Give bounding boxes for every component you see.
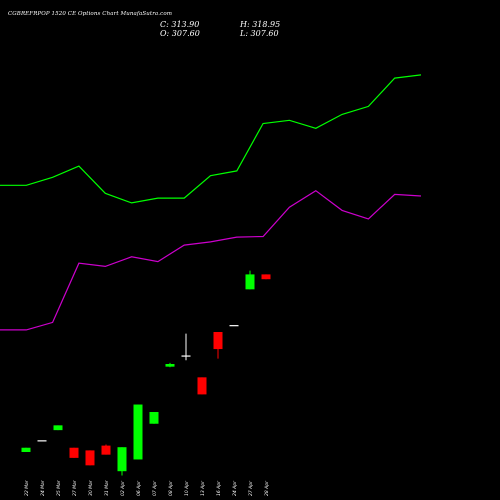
candle-body	[197, 377, 207, 395]
candle-7	[133, 404, 143, 460]
x-tick-label: 08 Apr	[168, 480, 174, 496]
candle-body	[69, 447, 79, 458]
candle-body	[117, 447, 127, 472]
x-tick-label: 30 Mar	[88, 479, 94, 496]
candle-body	[101, 445, 111, 455]
high-value: H: 318.95	[240, 20, 281, 29]
candle-body	[181, 355, 191, 357]
x-tick-label: 07 Apr	[152, 480, 158, 496]
candle-body	[261, 274, 271, 280]
candle-3	[69, 447, 79, 458]
candle-14	[245, 270, 255, 290]
x-tick-label: 06 Apr	[136, 480, 142, 496]
candle-9	[165, 362, 175, 368]
candle-body	[133, 404, 143, 460]
candle-body	[53, 425, 63, 431]
x-tick-label: 22 Mar	[24, 479, 30, 496]
chart-title: CGBREFRPOP 1520 CE Options Chart MunafaS…	[8, 11, 173, 17]
x-tick-label: 27 Apr	[248, 480, 254, 496]
candle-8	[149, 412, 159, 424]
candle-body	[21, 447, 31, 452]
low-value: L: 307.60	[240, 29, 279, 38]
candle-12	[213, 332, 223, 359]
candle-11	[197, 377, 207, 395]
candle-body	[245, 274, 255, 290]
x-tick-label: 31 Mar	[104, 479, 110, 496]
x-tick-label: 28 Apr	[264, 480, 270, 496]
candle-6	[117, 447, 127, 476]
band-line-1	[0, 189, 422, 331]
candle-15	[261, 274, 271, 280]
x-tick-label: 24 Mar	[40, 479, 46, 496]
candle-body	[213, 332, 223, 350]
open-value: O: 307.60	[160, 29, 200, 38]
band-line-0	[0, 74, 422, 204]
x-tick-label: 10 Apr	[184, 480, 190, 496]
x-tick-label: 16 Apr	[216, 480, 222, 496]
candle-body	[85, 450, 95, 466]
candle-5	[101, 444, 111, 455]
close-value: C: 313.90	[160, 20, 200, 29]
candle-body	[165, 364, 175, 367]
x-tick-label: 02 Apr	[120, 480, 126, 496]
candle-1	[37, 440, 47, 442]
candle-body	[149, 412, 159, 424]
candle-body	[229, 325, 239, 327]
candle-2	[53, 425, 63, 431]
candle-10	[181, 333, 191, 361]
candle-13	[229, 325, 239, 327]
x-tick-label: 27 Mar	[72, 479, 78, 496]
x-tick-label: 25 Mar	[56, 479, 62, 496]
candle-4	[85, 450, 95, 466]
candle-0	[21, 447, 31, 452]
x-tick-label: 13 Apr	[200, 480, 206, 496]
x-tick-label: 24 Apr	[232, 480, 238, 496]
candle-body	[37, 440, 47, 442]
